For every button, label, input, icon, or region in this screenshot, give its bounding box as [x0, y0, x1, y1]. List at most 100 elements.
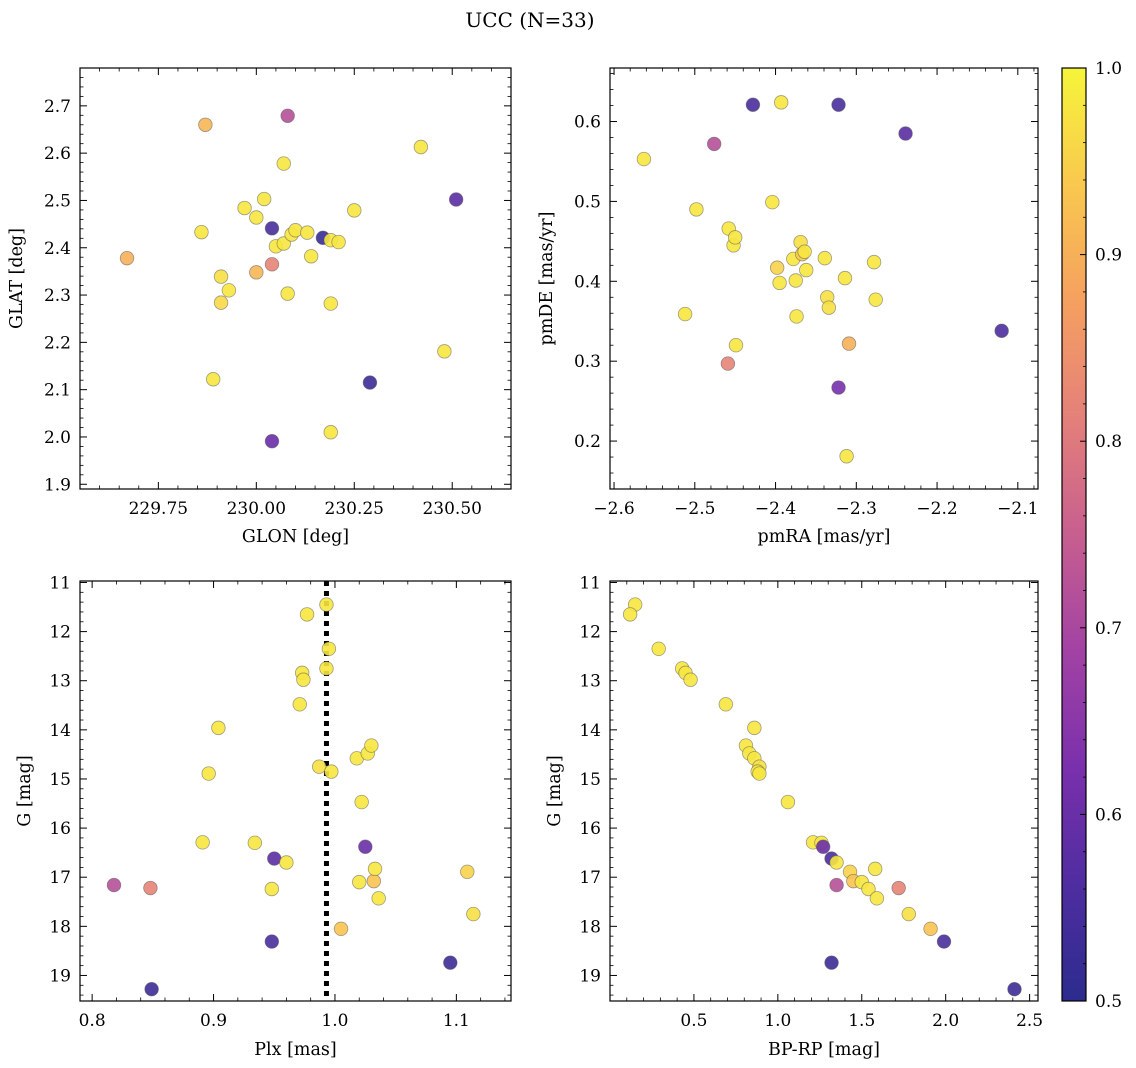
scatter-point	[221, 283, 237, 298]
scatter-point	[364, 738, 379, 753]
scatter-point	[683, 672, 698, 687]
scatter-point	[901, 906, 916, 922]
scatter-point	[413, 139, 429, 155]
scatter-points	[636, 95, 1009, 464]
y-tick-label: 16	[49, 819, 71, 839]
scatter-point	[279, 855, 294, 870]
y-tick-label: 0.6	[574, 113, 601, 133]
x-axis-label: GLON [deg]	[242, 527, 349, 547]
scatter-point	[898, 126, 913, 141]
scatter-point	[789, 309, 804, 324]
colorbar-tick-label: 0.9	[1095, 246, 1122, 266]
scatter-point	[689, 202, 704, 217]
scatter-point	[211, 720, 226, 736]
scatter-point	[829, 877, 844, 893]
scatter-point	[622, 607, 638, 622]
scatter-point	[119, 250, 135, 266]
scatter-point	[354, 794, 369, 810]
scatter-points	[106, 597, 481, 997]
scatter-point	[249, 210, 264, 225]
y-tick-label: 19	[579, 966, 601, 986]
y-tick-label: 11	[49, 573, 71, 593]
scatter-point	[866, 254, 882, 270]
scatter-point	[867, 861, 883, 877]
scatter-point	[706, 136, 722, 152]
y-axis-label: G [mag]	[15, 755, 35, 826]
scatter-point	[264, 881, 280, 897]
x-tick-label: 230.25	[325, 499, 384, 519]
scatter-point	[831, 97, 846, 112]
x-tick-label: 0.8	[79, 1011, 106, 1031]
scatter-point	[371, 891, 386, 906]
y-tick-label: 2.7	[44, 97, 71, 117]
x-tick-label: 230.50	[422, 499, 481, 519]
scatter-point	[799, 262, 814, 278]
panel-2: −2.6 −2.5 −2.4 −2.3 −2.2 −2.1 0.2 0.3 0.4 0.5 0.6 p…	[537, 67, 1039, 547]
y-tick-label: 12	[579, 623, 601, 643]
panels: 229.75 230.00 230.25 230.50 1.9 2.0 2.1 2.2 2.3 2…	[7, 67, 1043, 1060]
y-tick-label: 2.2	[44, 333, 71, 353]
scatter-point	[861, 881, 876, 897]
x-tick-label: −2.1	[997, 499, 1038, 519]
scatter-point	[788, 273, 803, 288]
scatter-point	[765, 195, 780, 210]
x-tick-label: 1.0	[764, 1011, 791, 1031]
scatter-point	[994, 323, 1009, 339]
scatter-point	[276, 156, 291, 171]
scatter-point	[303, 249, 319, 264]
y-tick-label: 14	[579, 721, 601, 741]
scatter-point	[636, 151, 652, 167]
scatter-points	[119, 108, 464, 449]
y-tick-label: 11	[579, 573, 601, 593]
axes-frame	[79, 67, 512, 490]
scatter-point	[237, 200, 252, 216]
scatter-point	[362, 375, 378, 390]
panel-4: 0.5 1.0 1.5 2.0 2.5 11 12 13 14 15 16 17 18 19 BP-RP […	[545, 573, 1043, 1060]
scatter-point	[194, 224, 209, 240]
scatter-point	[869, 891, 885, 906]
panel-3: 0.8 0.9 1.0 1.1 11 12 13 14 15 16 17 18 19 Plx [mas] G…	[15, 573, 512, 1060]
scatter-point	[677, 306, 693, 322]
y-tick-label: 16	[579, 819, 601, 839]
y-axis-label: pmDE [mas/yr]	[537, 212, 557, 346]
scatter-point	[831, 380, 846, 395]
colorbar-gradient	[1061, 67, 1087, 1002]
scatter-point	[824, 955, 839, 970]
scatter-point	[651, 641, 666, 656]
scatter-point	[358, 839, 373, 854]
x-tick-label: −2.2	[916, 499, 957, 519]
scatter-point	[443, 955, 458, 970]
y-tick-label: 2.3	[44, 286, 71, 306]
x-tick-label: 0.5	[680, 1011, 707, 1031]
x-tick-label: 1.1	[443, 1011, 470, 1031]
y-tick-label: 2.6	[44, 144, 71, 164]
axes-frame	[79, 580, 512, 1002]
scatter-point	[352, 874, 367, 890]
y-tick-label: 0.2	[574, 432, 601, 452]
scatter-point	[752, 766, 767, 781]
scatter-point	[774, 95, 789, 110]
y-tick-label: 12	[49, 623, 71, 643]
x-tick-label: −2.3	[836, 499, 877, 519]
scatter-point	[720, 356, 736, 371]
x-axis-label: Plx [mas]	[254, 1040, 336, 1060]
scatter-point	[839, 449, 854, 464]
scatter-point	[448, 192, 464, 207]
scatter-point	[106, 877, 122, 893]
scatter-point	[367, 861, 383, 877]
scatter-point	[264, 934, 280, 949]
scatter-points	[622, 597, 1022, 997]
scatter-point	[837, 270, 853, 286]
scatter-point	[144, 982, 159, 997]
scatter-point	[195, 835, 210, 850]
scatter-point	[324, 764, 339, 779]
scatter-point	[797, 244, 812, 259]
y-tick-label: 13	[579, 672, 601, 692]
scatter-point	[264, 434, 280, 449]
y-tick-label: 14	[49, 721, 71, 741]
scatter-point	[891, 880, 906, 896]
y-tick-label: 0.4	[574, 272, 601, 292]
scatter-point	[437, 344, 452, 359]
x-tick-label: 229.75	[129, 499, 188, 519]
